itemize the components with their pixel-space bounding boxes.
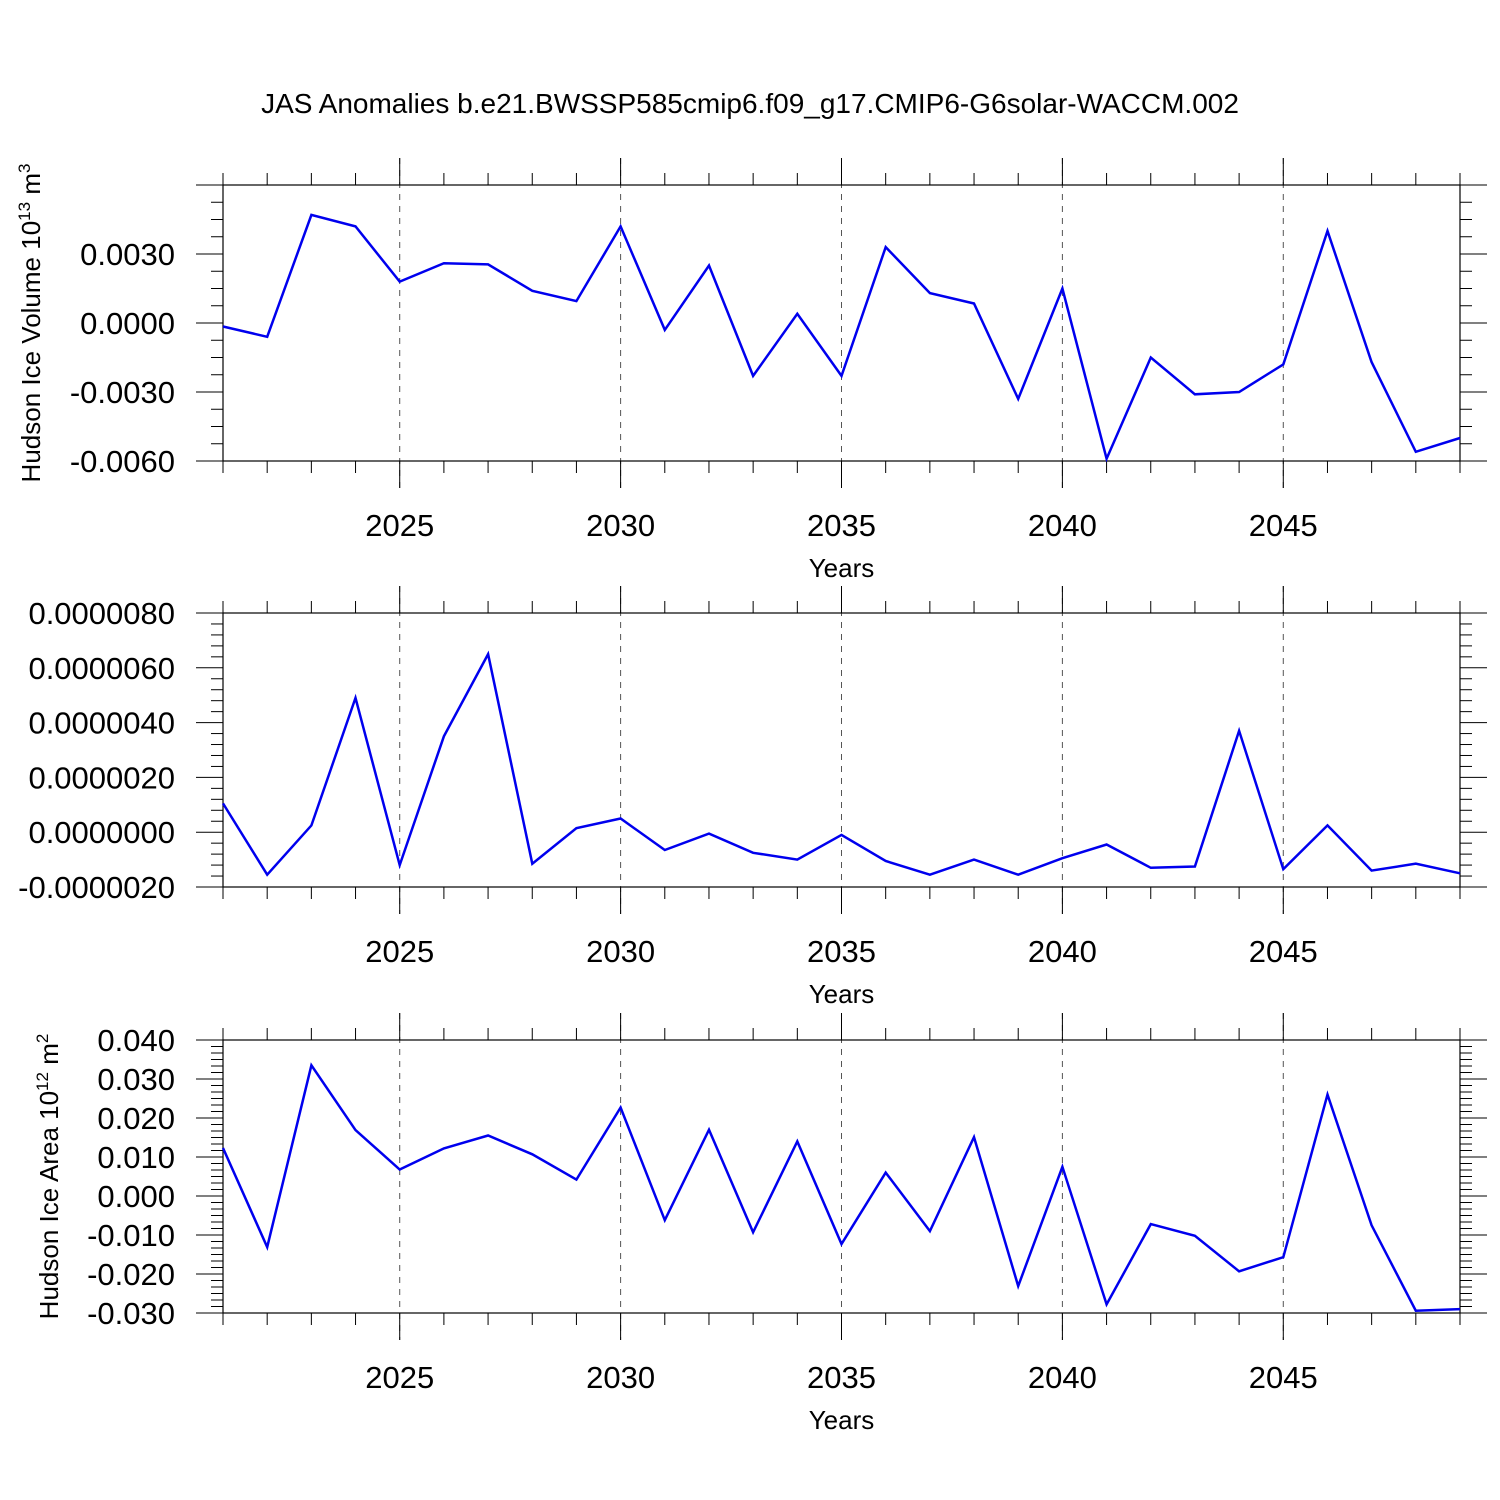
x-tick-label: 2035 [807,1360,876,1395]
y-tick-label: -0.020 [87,1257,175,1292]
y-axis-label-unit-exponent: 2 [33,1034,52,1043]
y-tick-label: 0.000 [97,1179,175,1214]
panel-ice-area: 2025 2030 2035 2040 2045 Years 0.040 0.030 0.020… [33,1013,1487,1435]
y-axis-label: Hudson Ice Volume 1013 m3 [15,164,46,483]
y-tick-label: -0.0060 [70,444,175,479]
x-tick-label: 2030 [586,934,655,969]
y-tick-label: 0.030 [97,1062,175,1097]
y-axis-label: Hudson Ice Area 1012 m2 [33,1034,64,1320]
x-tick-label: 2040 [1028,508,1097,543]
x-tick-label: 2030 [586,1360,655,1395]
x-axis-label: Years [809,553,875,583]
y-tick-label: 0.0000060 [28,651,175,686]
y-axis-label-unit: m [34,1043,64,1072]
y-tick-label: 0.0030 [80,237,175,272]
x-axis-label: Years [809,1405,875,1435]
series-line [221,650,1461,877]
y-tick-label: -0.0030 [70,375,175,410]
x-tick-label: 2025 [365,1360,434,1395]
x-tick-label: 2045 [1249,508,1318,543]
x-tick-label: 2025 [365,508,434,543]
plot-frame [222,612,1461,888]
y-axis-label-main: Hudson Ice Volume 10 [16,221,46,483]
y-axis-label-main: Hudson Ice Area 10 [34,1091,64,1319]
y-tick-label: -0.030 [87,1296,175,1331]
y-tick-label: 0.0000020 [28,760,175,795]
plot-frame [222,184,1461,462]
y-tick-label: 0.020 [97,1101,175,1136]
x-tick-label: 2045 [1249,1360,1318,1395]
y-tick-label: -0.010 [87,1218,175,1253]
x-tick-label: 2030 [586,508,655,543]
x-axis-label: Years [809,979,875,1009]
x-tick-label: 2025 [365,934,434,969]
series-line [222,213,1461,463]
y-axis-label-unit: m [16,173,46,202]
y-axis-label-unit-exponent: 3 [15,164,34,173]
panel-ice-volume: 2025 2030 2035 2040 2045 Years 0.0030 0.0000 -0.… [15,158,1487,583]
y-tick-label: 0.040 [97,1023,175,1058]
y-tick-label: 0.0000000 [28,815,175,850]
x-tick-label: 2040 [1028,934,1097,969]
x-tick-label: 2035 [807,508,876,543]
y-axis-label-exponent: 13 [15,202,34,221]
plot-frame [222,1039,1461,1314]
series-line [221,1062,1461,1312]
y-tick-label: 0.0000080 [28,596,175,631]
x-tick-label: 2045 [1249,934,1318,969]
x-tick-label: 2040 [1028,1360,1097,1395]
y-tick-label: 0.0000 [80,306,175,341]
panel-middle: 2025 2030 2035 2040 2045 Years 0.0000080 0.0000… [18,586,1487,1009]
y-tick-label: 0.010 [97,1140,175,1175]
y-tick-label: -0.0000020 [18,870,175,905]
x-tick-label: 2035 [807,934,876,969]
y-tick-label: 0.0000040 [28,706,175,741]
chart-title: JAS Anomalies b.e21.BWSSP585cmip6.f09_g1… [261,88,1239,119]
y-axis-label-exponent: 12 [33,1072,52,1091]
